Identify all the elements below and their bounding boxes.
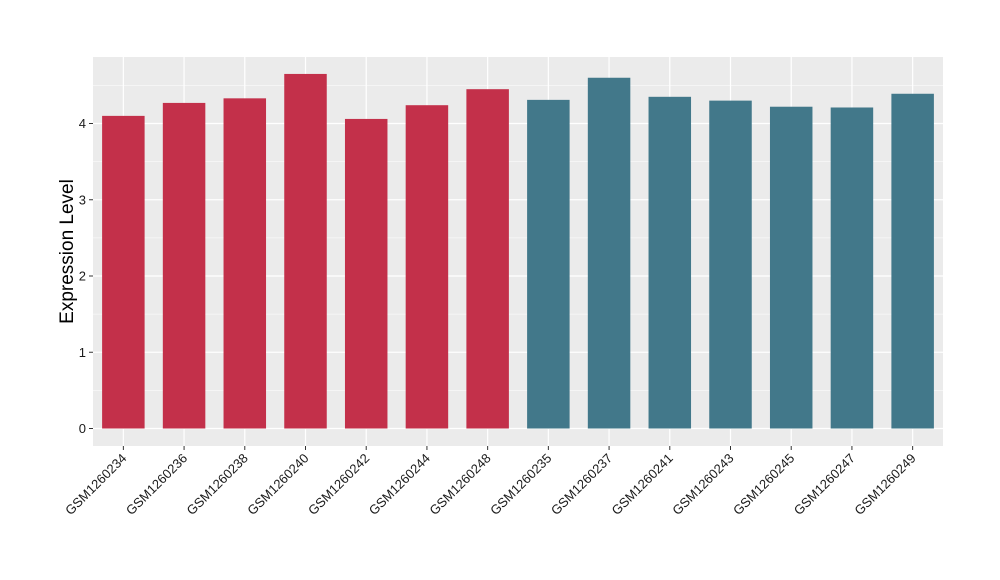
- x-tick-label: GSM1260249: [851, 451, 918, 518]
- bar-GSM1260238: [223, 98, 267, 429]
- y-tick-label: 2: [79, 269, 86, 284]
- x-tick-label: GSM1260248: [426, 451, 493, 518]
- x-tick-label: GSM1260235: [487, 451, 554, 518]
- bar-GSM1260249: [891, 93, 934, 429]
- x-tick-label: GSM1260238: [184, 451, 251, 518]
- y-tick-label: 4: [79, 116, 86, 131]
- plot-panel: [93, 57, 943, 446]
- bar-GSM1260236: [162, 102, 206, 429]
- x-tick-label: GSM1260237: [548, 451, 615, 518]
- bar-GSM1260247: [830, 107, 874, 429]
- bar-GSM1260234: [102, 115, 145, 429]
- y-axis: 0 1 2 3 4: [79, 116, 93, 436]
- bar-GSM1260242: [344, 118, 388, 429]
- y-tick-label: 3: [79, 192, 86, 207]
- y-tick-label: 1: [79, 345, 86, 360]
- x-tick-label: GSM1260240: [244, 451, 311, 518]
- bar-GSM1260237: [587, 77, 631, 429]
- x-tick-label: GSM1260243: [669, 451, 736, 518]
- x-tick-label: GSM1260241: [609, 451, 676, 518]
- x-tick-label: GSM1260244: [366, 451, 433, 518]
- bar-GSM1260243: [709, 100, 752, 429]
- x-tick-label: GSM1260242: [305, 451, 372, 518]
- bar-GSM1260240: [284, 73, 327, 429]
- bar-GSM1260235: [527, 99, 570, 429]
- x-tick-label: GSM1260234: [62, 451, 129, 518]
- y-axis-title: Expression Level: [57, 179, 78, 324]
- x-axis: GSM1260234GSM1260236GSM1260238GSM1260240…: [62, 446, 919, 518]
- y-tick-label: 0: [79, 421, 86, 436]
- bar-GSM1260248: [466, 89, 509, 429]
- x-tick-label: GSM1260247: [791, 451, 858, 518]
- x-tick-label: GSM1260245: [730, 451, 797, 518]
- bars: [102, 73, 934, 429]
- bar-GSM1260244: [405, 105, 449, 429]
- bar-GSM1260241: [648, 96, 692, 429]
- bar-GSM1260245: [769, 106, 813, 429]
- x-tick-label: GSM1260236: [123, 451, 190, 518]
